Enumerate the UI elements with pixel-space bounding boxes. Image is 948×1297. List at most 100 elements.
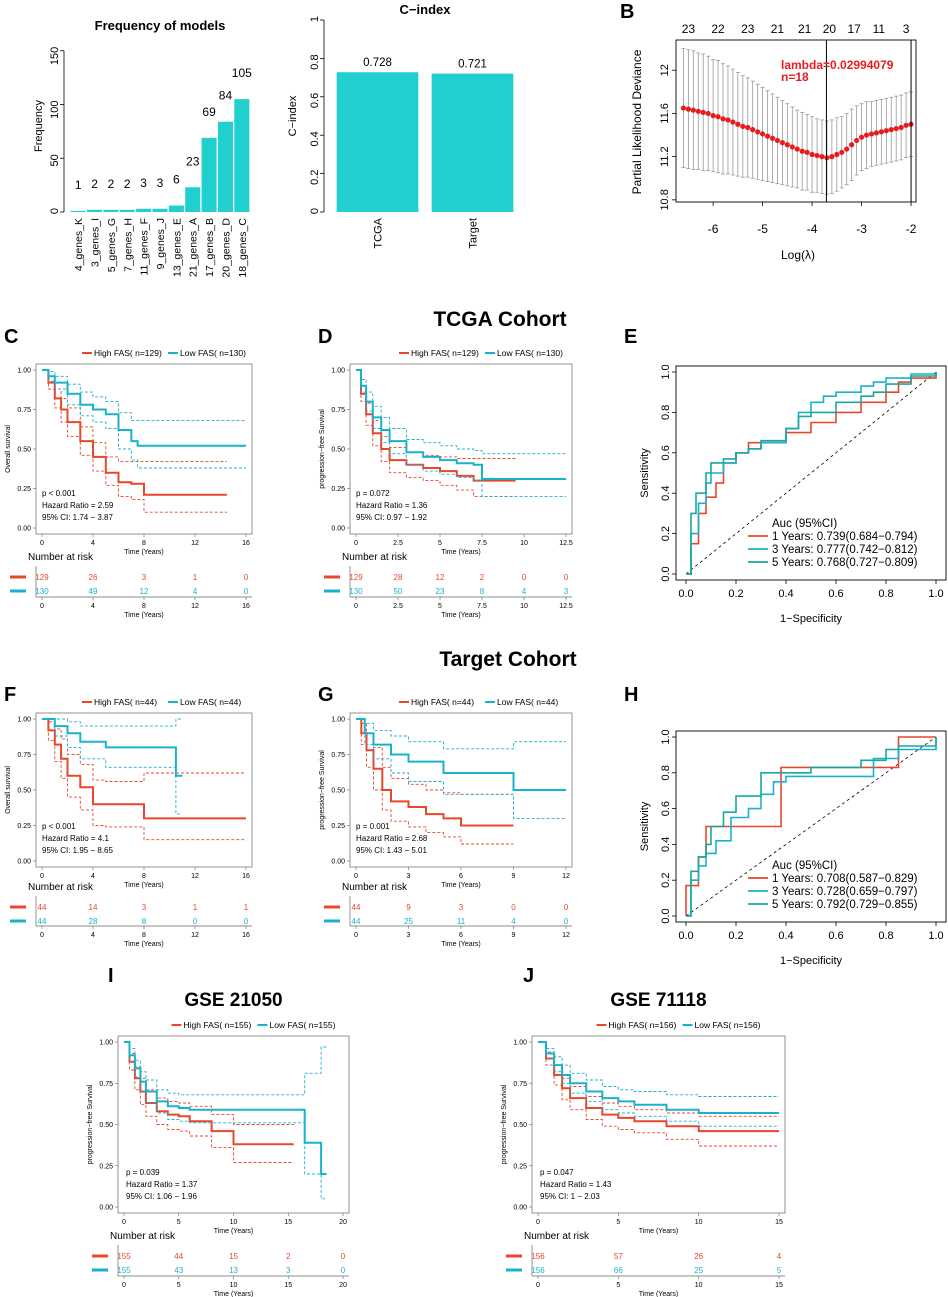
stats-line: p = 0.039 — [126, 1168, 160, 1177]
risk-count-low: 0 — [341, 1266, 346, 1275]
x-tick-label: 21_genes_A — [188, 218, 200, 277]
risk-count-low: 25 — [404, 917, 413, 926]
y-tick-label: 0.8 — [660, 765, 672, 780]
risk-count-high: 3 — [142, 573, 147, 582]
panel-label-i: I — [108, 965, 114, 987]
x-tick-label: 4 — [91, 540, 95, 547]
data-point — [804, 149, 810, 155]
risk-count-high: 44 — [38, 903, 47, 912]
survival-curve-red — [42, 718, 246, 820]
risk-table-title: Number at risk — [28, 552, 94, 563]
x-tick-label: 0.8 — [878, 588, 893, 600]
bar-value-label: 0.721 — [458, 59, 487, 71]
y-tick-label: 1.00 — [331, 368, 345, 375]
data-point — [745, 124, 751, 131]
y-tick-label: 0.25 — [331, 823, 345, 830]
data-point — [750, 127, 756, 133]
bar — [70, 210, 86, 212]
y-tick-label: 0.50 — [99, 1122, 113, 1129]
roc-plot-e: 0.0 0.2 0.4 0.6 0.8 1.0 0.0 0.2 0.4 0.6 0.8 1.0 1−Sp… — [639, 364, 947, 625]
bar — [87, 209, 103, 212]
risk-count-high: 0 — [564, 903, 569, 912]
x-tick-label: 15 — [284, 1219, 292, 1226]
risk-count-low: 3 — [286, 1266, 291, 1275]
legend-label-high: High FAS( n=129) — [94, 348, 162, 358]
risk-x-tick-label: 0 — [122, 1282, 126, 1289]
roc-legend-label: 1 Years: 0.739(0.684−0.794) — [772, 531, 918, 543]
km-plot-i: GSE 21050 High FAS( n=155) Low FAS( n=155)… — [87, 990, 350, 1297]
x-tick-label: 3 — [407, 873, 411, 880]
y-tick-label: 1.00 — [331, 717, 345, 724]
y-tick-label: 0.50 — [513, 1122, 527, 1129]
x-tick-label: 12 — [191, 540, 199, 547]
y-tick-label: 1.0 — [660, 364, 672, 379]
data-point — [705, 110, 711, 117]
survival-curve-blue — [42, 718, 183, 777]
y-axis-label: Sensitivity — [639, 448, 651, 498]
bar — [185, 187, 201, 212]
risk-x-axis-label: Time (Years) — [639, 1291, 679, 1297]
stats-line: p = 0.001 — [356, 822, 390, 831]
bar — [234, 99, 250, 212]
data-point — [690, 107, 696, 113]
y-axis-label: progression−free Survival — [319, 750, 326, 830]
x-tick-label: 0 — [536, 1219, 540, 1226]
y-tick-label: 0.00 — [513, 1205, 527, 1212]
bar — [136, 208, 152, 212]
data-point — [755, 129, 761, 135]
top-axis-count: 23 — [682, 22, 696, 36]
chart-title: C−index — [400, 2, 452, 17]
bar — [201, 137, 217, 212]
x-tick-label: 0.4 — [778, 930, 793, 942]
x-tick-label: 0.2 — [728, 930, 743, 942]
x-axis-label: Time (Years) — [639, 1228, 679, 1235]
data-point — [715, 114, 721, 120]
stats-line: p = 0.047 — [540, 1168, 574, 1177]
risk-x-tick-label: 0 — [536, 1282, 540, 1289]
risk-x-tick-label: 15 — [284, 1282, 292, 1289]
stats-line: Hazard Ratio = 2.59 — [42, 501, 114, 510]
risk-count-low: 156 — [531, 1266, 545, 1275]
y-tick-label: 0.6 — [660, 445, 672, 460]
risk-count-low: 12 — [140, 587, 149, 596]
risk-count-low: 0 — [244, 917, 249, 926]
x-tick-label: 4_genes_K — [73, 218, 85, 271]
survival-curve-red — [356, 369, 516, 482]
top-axis-count: 23 — [741, 22, 755, 36]
risk-count-high: 3 — [142, 903, 147, 912]
km-plot-g: High FAS( n=44) Low FAS( n=44) 0.00 0.25 0.5… — [319, 697, 573, 948]
stats-line: 95% CI: 1.43 − 5.01 — [356, 846, 427, 855]
stats-line: 95% CI: 0.97 − 1.92 — [356, 513, 427, 522]
risk-count-low: 43 — [174, 1266, 183, 1275]
x-axis-label: Time (Years) — [441, 549, 481, 556]
bar-value-label: 1 — [75, 178, 82, 192]
data-point — [854, 137, 860, 144]
x-axis-label: 1−Specificity — [780, 955, 843, 967]
risk-count-high: 0 — [564, 573, 569, 582]
survival-curve-blue — [356, 369, 566, 480]
risk-x-tick-label: 0 — [40, 603, 44, 610]
risk-count-low: 13 — [229, 1266, 238, 1275]
data-point — [893, 125, 899, 132]
x-tick-label: -6 — [708, 222, 719, 236]
x-tick-label: TCGA — [373, 217, 385, 248]
x-tick-label: 0.4 — [778, 588, 793, 600]
x-tick-label: 8 — [142, 873, 146, 880]
ci-upper-red — [42, 718, 246, 782]
ci-upper-red — [356, 369, 516, 459]
x-tick-label: 0 — [354, 873, 358, 880]
risk-x-axis-label: Time (Years) — [441, 612, 481, 619]
ci-lower-red — [538, 1041, 779, 1147]
km-plot-c: High FAS( n=129) Low FAS( n=130) 0.00 0.25 0… — [5, 348, 253, 619]
ci-lower-blue — [538, 1041, 779, 1127]
x-tick-label: 6 — [459, 873, 463, 880]
y-tick-label: 0.00 — [331, 859, 345, 866]
risk-x-tick-label: 7.5 — [477, 603, 487, 610]
risk-count-high: 44 — [352, 903, 361, 912]
bar-value-label: 84 — [219, 89, 233, 103]
risk-x-tick-label: 4 — [91, 932, 95, 939]
stats-line: p < 0.001 — [42, 489, 76, 498]
risk-count-high: 26 — [89, 573, 98, 582]
roc-legend-title: Auc (95%CI) — [772, 518, 837, 530]
x-tick-label: Target — [468, 218, 480, 249]
